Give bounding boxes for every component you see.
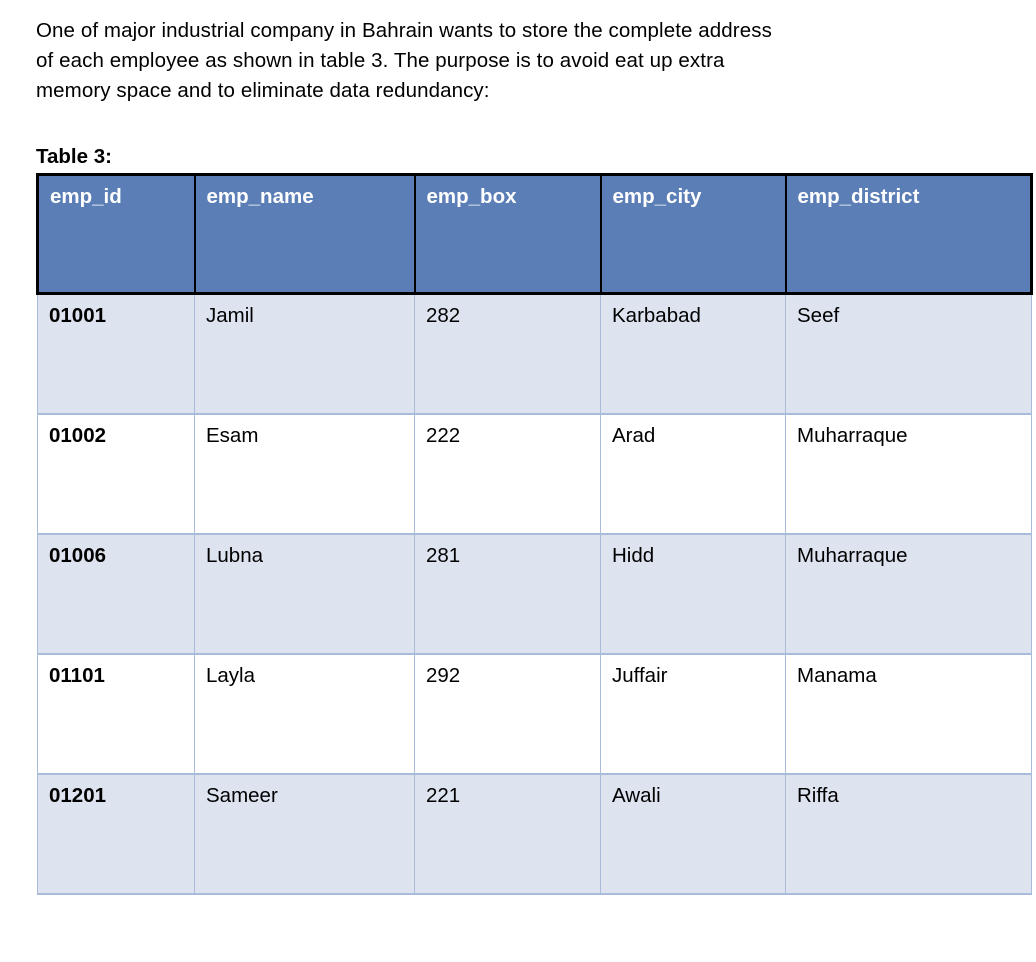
col-header-emp-city: emp_city: [599, 173, 787, 295]
cell-emp-city: Juffair: [600, 652, 786, 775]
cell-emp-id: 01201: [37, 772, 195, 895]
cell-emp-district: Seef: [785, 292, 1032, 415]
cell-emp-city: Hidd: [600, 532, 786, 655]
cell-emp-name: Layla: [194, 652, 415, 775]
cell-emp-box: 292: [414, 652, 601, 775]
intro-line-1: One of major industrial company in Bahra…: [36, 19, 772, 42]
cell-emp-district: Muharraque: [785, 412, 1032, 535]
table-row: 01001 Jamil 282 Karbabad Seef: [37, 292, 1032, 415]
cell-emp-city: Awali: [600, 772, 786, 895]
intro-line-2: of each employee as shown in table 3. Th…: [36, 49, 725, 72]
cell-emp-district: Muharraque: [785, 532, 1032, 655]
cell-emp-id: 01101: [37, 652, 195, 775]
cell-emp-id: 01002: [37, 412, 195, 535]
cell-emp-id: 01006: [37, 532, 195, 655]
table-row: 01006 Lubna 281 Hidd Muharraque: [37, 532, 1032, 655]
table-caption: Table 3:: [36, 145, 112, 168]
col-header-emp-name: emp_name: [193, 173, 416, 295]
table-header-row: emp_id emp_name emp_box emp_city emp_dis…: [36, 173, 1033, 295]
cell-emp-box: 221: [414, 772, 601, 895]
intro-paragraph: One of major industrial company in Bahra…: [36, 16, 1036, 106]
cell-emp-district: Riffa: [785, 772, 1032, 895]
cell-emp-box: 282: [414, 292, 601, 415]
cell-emp-name: Lubna: [194, 532, 415, 655]
table-row: 01002 Esam 222 Arad Muharraque: [37, 412, 1032, 535]
employee-table: emp_id emp_name emp_box emp_city emp_dis…: [36, 173, 1033, 895]
cell-emp-name: Sameer: [194, 772, 415, 895]
cell-emp-name: Esam: [194, 412, 415, 535]
cell-emp-district: Manama: [785, 652, 1032, 775]
cell-emp-city: Arad: [600, 412, 786, 535]
cell-emp-name: Jamil: [194, 292, 415, 415]
cell-emp-box: 281: [414, 532, 601, 655]
cell-emp-box: 222: [414, 412, 601, 535]
col-header-emp-district: emp_district: [784, 173, 1033, 295]
col-header-emp-box: emp_box: [413, 173, 602, 295]
cell-emp-city: Karbabad: [600, 292, 786, 415]
cell-emp-id: 01001: [37, 292, 195, 415]
intro-line-3: memory space and to eliminate data redun…: [36, 79, 490, 102]
table-row: 01101 Layla 292 Juffair Manama: [37, 652, 1032, 775]
table-row: 01201 Sameer 221 Awali Riffa: [37, 772, 1032, 895]
col-header-emp-id: emp_id: [36, 173, 196, 295]
